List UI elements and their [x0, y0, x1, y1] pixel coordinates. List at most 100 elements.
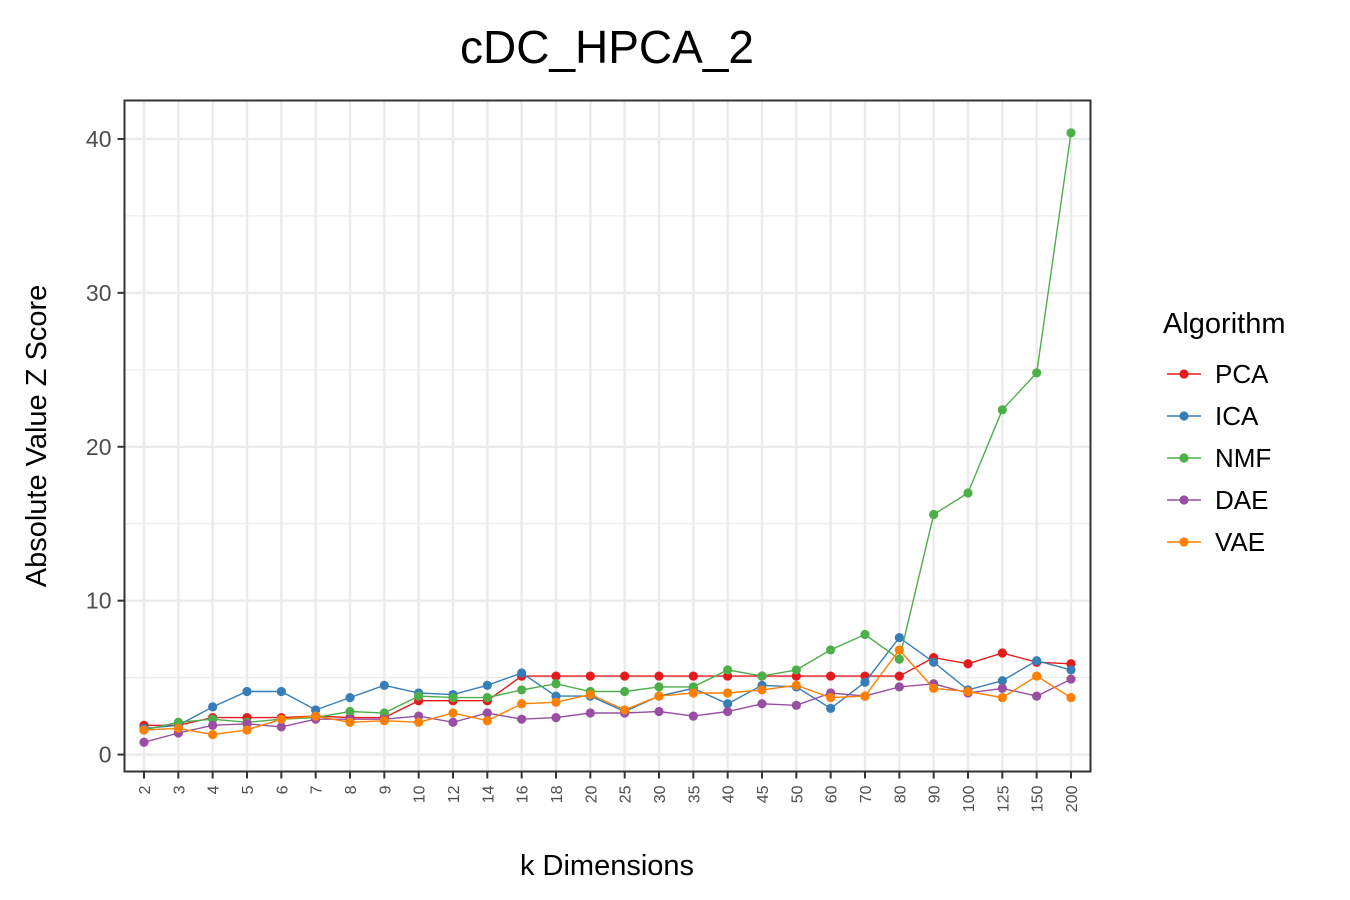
y-axis: 0 10 20 30 40	[86, 126, 125, 768]
x-tick-label: 80	[892, 785, 909, 803]
data-point	[517, 685, 527, 695]
legend-item-ica: ICA	[1167, 401, 1259, 431]
x-tick-label: 5	[240, 785, 257, 794]
legend-key-point	[1179, 369, 1189, 379]
x-tick-label: 10	[412, 785, 429, 803]
x-tick-label: 20	[583, 785, 600, 803]
data-point	[688, 688, 698, 698]
data-point	[1066, 693, 1076, 703]
x-tick-label: 6	[274, 785, 291, 794]
data-point	[242, 686, 252, 697]
data-point	[1032, 656, 1042, 666]
data-point	[345, 693, 355, 703]
data-point	[139, 725, 149, 735]
series-line	[143, 636, 1072, 730]
legend-label: NMF	[1215, 443, 1271, 473]
data-point	[1066, 665, 1076, 675]
data-point	[585, 708, 595, 718]
data-point	[723, 688, 733, 698]
minor-gridlines	[124, 215, 1091, 679]
data-point	[997, 648, 1007, 658]
data-point	[208, 702, 218, 712]
data-point	[276, 722, 286, 732]
chart-title: cDC_HPCA_2	[460, 21, 754, 73]
x-tick-label: 90	[927, 785, 944, 803]
data-point	[963, 686, 973, 697]
legend-key-point	[1179, 453, 1189, 463]
y-tick-label: 10	[86, 588, 112, 614]
legend-key-point	[1179, 537, 1189, 547]
data-point	[1066, 674, 1076, 684]
data-point	[963, 488, 973, 498]
data-point	[345, 717, 355, 727]
data-point	[654, 671, 664, 681]
data-point	[379, 716, 389, 726]
x-tick-label: 60	[824, 785, 841, 803]
data-point	[997, 683, 1007, 693]
y-tick-label: 30	[86, 280, 112, 306]
x-tick-label: 25	[618, 785, 635, 803]
x-axis: 2 3 4 5 6 7 8 9 10 12 14 16 18 20 25 30 35 40 45 50 60 70 80 90…	[137, 771, 1081, 812]
data-point	[448, 708, 458, 718]
data-point	[620, 671, 630, 681]
data-point	[585, 671, 595, 681]
data-point	[1032, 691, 1042, 701]
data-point	[482, 680, 492, 690]
data-point	[860, 677, 870, 687]
legend-item-nmf: NMF	[1167, 443, 1271, 473]
legend-item-vae: VAE	[1167, 527, 1265, 557]
data-point	[1032, 368, 1042, 378]
data-point	[551, 697, 561, 707]
data-point	[414, 717, 424, 727]
data-point	[826, 693, 836, 703]
legend-item-dae: DAE	[1167, 485, 1268, 515]
data-point	[242, 725, 252, 735]
series-nmf	[139, 128, 1076, 735]
data-point	[517, 668, 527, 678]
data-point	[997, 693, 1007, 703]
data-point	[482, 693, 492, 703]
series-line	[143, 132, 1072, 731]
data-point	[997, 405, 1007, 415]
x-tick-label: 50	[789, 785, 806, 803]
data-point	[654, 706, 664, 717]
y-axis-title: Absolute Value Z Score	[21, 285, 53, 588]
data-point	[688, 711, 698, 721]
data-point	[379, 680, 389, 690]
data-point	[894, 654, 904, 664]
data-point	[414, 691, 424, 701]
data-point	[620, 705, 630, 715]
data-point	[208, 729, 218, 740]
data-point	[826, 645, 836, 655]
data-point	[482, 716, 492, 726]
x-tick-label: 100	[961, 785, 978, 812]
x-tick-label: 4	[206, 785, 223, 794]
legend-item-pca: PCA	[1167, 359, 1269, 389]
data-point	[894, 645, 904, 655]
data-point	[208, 720, 218, 730]
x-tick-label: 12	[446, 785, 463, 803]
x-tick-label: 30	[652, 785, 669, 803]
data-point	[826, 671, 836, 681]
data-point	[620, 686, 630, 697]
y-tick-label: 20	[86, 434, 112, 460]
data-point	[723, 699, 733, 709]
data-point	[997, 676, 1007, 686]
series-ica	[139, 633, 1076, 734]
data-point	[482, 708, 492, 718]
x-axis-title: k Dimensions	[520, 850, 694, 882]
data-point	[585, 689, 595, 700]
data-point	[791, 665, 801, 675]
legend-label: ICA	[1215, 401, 1259, 431]
x-tick-label: 70	[858, 785, 875, 803]
x-tick-label: 45	[755, 785, 772, 803]
data-point	[551, 679, 561, 689]
x-tick-label: 40	[721, 785, 738, 803]
x-tick-label: 125	[995, 785, 1012, 812]
data-point	[929, 509, 939, 520]
legend-key-point	[1179, 495, 1189, 505]
legend-title: Algorithm	[1163, 308, 1286, 340]
x-tick-label: 7	[309, 785, 326, 794]
data-point	[894, 671, 904, 681]
